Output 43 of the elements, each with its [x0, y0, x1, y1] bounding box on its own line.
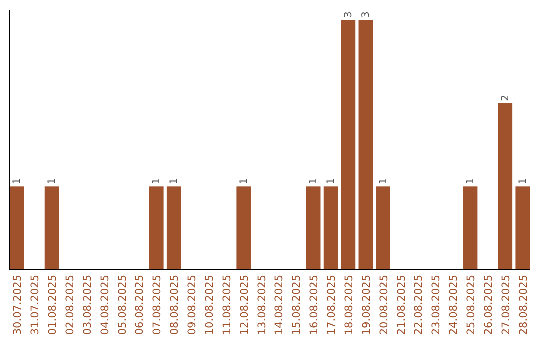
data-label: 1	[326, 178, 338, 185]
data-label: 1	[238, 178, 250, 185]
data-label: 1	[12, 178, 24, 185]
x-tick-label: 15.08.2025	[291, 275, 304, 336]
x-tick-label: 09.08.2025	[186, 275, 199, 336]
data-label: 1	[47, 178, 58, 185]
x-tick-label: 05.08.2025	[116, 275, 129, 336]
x-tick-label: 13.08.2025	[256, 275, 268, 336]
x-tick-label: 22.08.2025	[413, 275, 426, 336]
x-tick-label: 16.08.2025	[308, 275, 321, 336]
x-tick-label: 03.08.2025	[82, 275, 94, 336]
x-tick-label: 12.08.2025	[238, 275, 251, 336]
x-tick-label: 30.07.2025	[12, 275, 24, 336]
x-tick-label: 23.08.2025	[430, 275, 443, 336]
x-tick-label: 26.08.2025	[482, 275, 495, 336]
data-label: 1	[518, 178, 529, 185]
x-tick-label: 28.08.2025	[518, 275, 530, 336]
x-tick-label: 08.08.2025	[169, 275, 182, 336]
x-tick-label: 11.08.2025	[221, 275, 234, 336]
x-tick-label: 14.08.2025	[274, 275, 286, 336]
x-tick-label: 20.08.2025	[378, 275, 390, 336]
x-tick-label: 07.08.2025	[152, 275, 164, 336]
x-tick-label: 01.08.2025	[47, 275, 60, 336]
x-tick-label: 27.08.2025	[500, 275, 512, 336]
x-tick-label: 10.08.2025	[204, 275, 216, 336]
x-tick-label: 21.08.2025	[396, 275, 408, 336]
x-tick-label: 18.08.2025	[343, 275, 356, 336]
x-tick-label: 06.08.2025	[134, 275, 146, 336]
data-label: 2	[500, 94, 512, 102]
x-tick-label: 17.08.2025	[326, 275, 338, 336]
x-tick-label: 24.08.2025	[448, 275, 460, 336]
data-label: 1	[169, 178, 180, 185]
data-label: 1	[466, 178, 477, 185]
x-tick-label: 02.08.2025	[64, 275, 76, 336]
x-tick-label: 04.08.2025	[99, 275, 112, 336]
data-label: 1	[308, 178, 320, 185]
x-tick-label: 19.08.2025	[360, 275, 373, 336]
data-label: 1	[152, 178, 163, 185]
data-label: 3	[343, 12, 354, 18]
data-label: 1	[378, 178, 390, 185]
data-label: 3	[360, 12, 372, 18]
x-tick-label: 25.08.2025	[466, 275, 478, 336]
x-tick-label: 31.07.2025	[30, 275, 42, 336]
